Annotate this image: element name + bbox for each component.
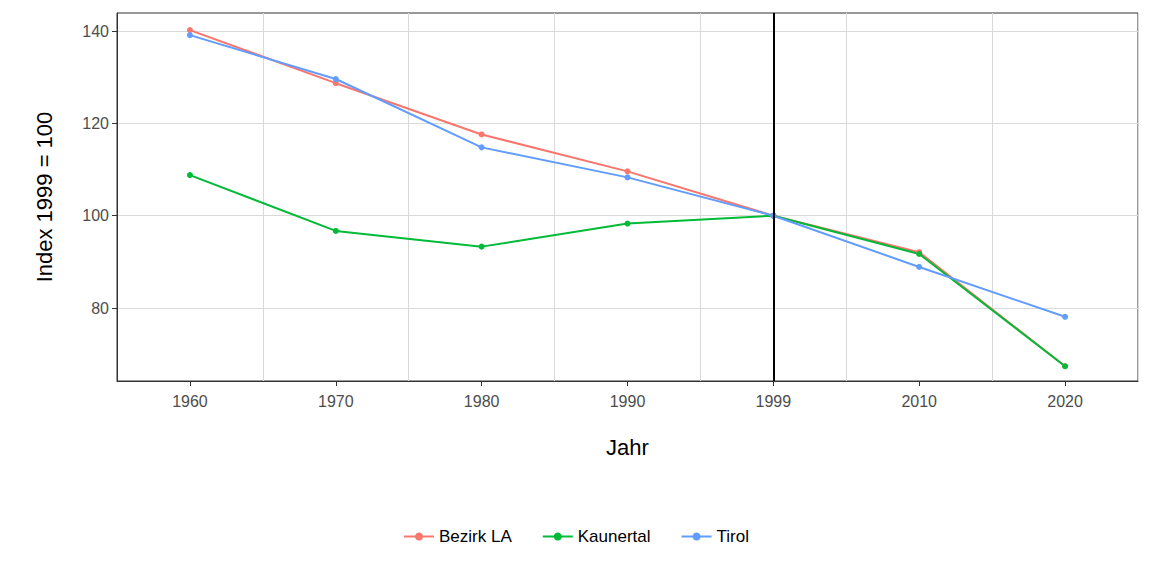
svg-text:140: 140 <box>82 23 109 40</box>
svg-text:1990: 1990 <box>610 393 646 410</box>
svg-text:1980: 1980 <box>464 393 500 410</box>
svg-text:80: 80 <box>91 300 109 317</box>
svg-text:Jahr: Jahr <box>606 435 649 460</box>
svg-text:2010: 2010 <box>901 393 937 410</box>
svg-text:Tirol: Tirol <box>717 527 749 546</box>
svg-text:1999: 1999 <box>756 393 792 410</box>
svg-text:Index 1999 = 100: Index 1999 = 100 <box>32 112 57 283</box>
svg-text:2020: 2020 <box>1047 393 1083 410</box>
svg-text:1960: 1960 <box>172 393 208 410</box>
svg-text:Bezirk LA: Bezirk LA <box>439 527 512 546</box>
svg-text:Kaunertal: Kaunertal <box>578 527 651 546</box>
svg-text:1970: 1970 <box>318 393 354 410</box>
svg-text:120: 120 <box>82 115 109 132</box>
svg-text:100: 100 <box>82 207 109 224</box>
